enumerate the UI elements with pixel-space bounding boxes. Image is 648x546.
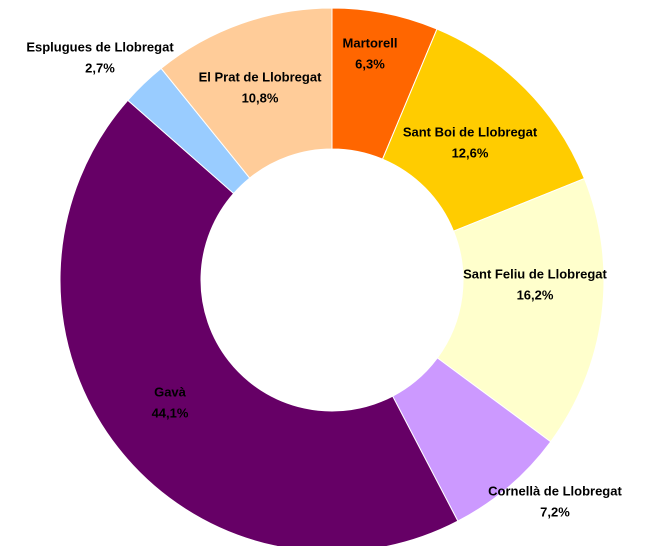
slice-label: Gavà [154, 384, 187, 399]
slice [160, 7, 333, 179]
slice-label: Sant Boi de Llobregat [403, 124, 538, 139]
value-label: 6,3% [355, 56, 385, 71]
slice-label: Martorell [343, 35, 398, 50]
value-label: 10,8% [242, 90, 279, 105]
value-label: 2,7% [85, 60, 115, 75]
slice [381, 28, 586, 232]
slice-label: Cornellà de Llobregat [488, 483, 622, 498]
slice [59, 99, 459, 546]
slice-label: Sant Feliu de Llobregat [463, 266, 607, 281]
value-label: 16,2% [517, 287, 554, 302]
slice-label: El Prat de Llobregat [199, 69, 322, 84]
slice [436, 177, 605, 443]
value-label: 7,2% [540, 504, 570, 519]
value-label: 44,1% [152, 405, 189, 420]
value-label: 12,6% [452, 145, 489, 160]
slice-label: Esplugues de Llobregat [26, 39, 174, 54]
